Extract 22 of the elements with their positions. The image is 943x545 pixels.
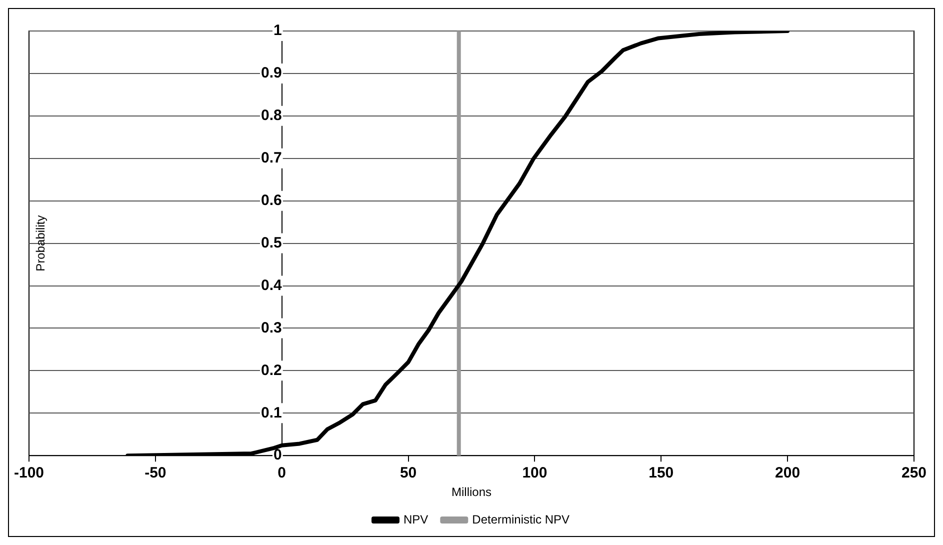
y-tick-label: 0 <box>274 446 282 464</box>
y-tick-label: 1 <box>274 22 282 40</box>
x-tick-label: 100 <box>522 464 548 482</box>
y-tick-label: 0.2 <box>261 362 282 379</box>
y-tick-label: 0.8 <box>261 107 282 124</box>
y-tick-label: 0.1 <box>261 404 282 422</box>
y-axis-title: Probability <box>33 215 48 272</box>
y-tick-label: 0.3 <box>261 319 282 336</box>
x-tick-label: -50 <box>144 464 166 482</box>
x-tick-label: 200 <box>775 464 800 482</box>
x-tick-label: -100 <box>14 464 44 482</box>
y-tick-label: 0.6 <box>261 192 282 209</box>
y-tick-label: 0.5 <box>261 234 282 252</box>
y-tick-label: 0.9 <box>261 64 282 82</box>
y-tick-label: 0.4 <box>261 276 283 294</box>
legend-label: Deterministic NPV <box>472 512 570 526</box>
x-tick-label: 150 <box>648 464 674 482</box>
y-tick-label: 0.7 <box>261 150 282 167</box>
legend-label: NPV <box>403 512 428 526</box>
x-tick-label: 50 <box>400 464 417 482</box>
x-axis-title: Millions <box>451 485 492 500</box>
x-tick-label: 250 <box>901 464 927 482</box>
